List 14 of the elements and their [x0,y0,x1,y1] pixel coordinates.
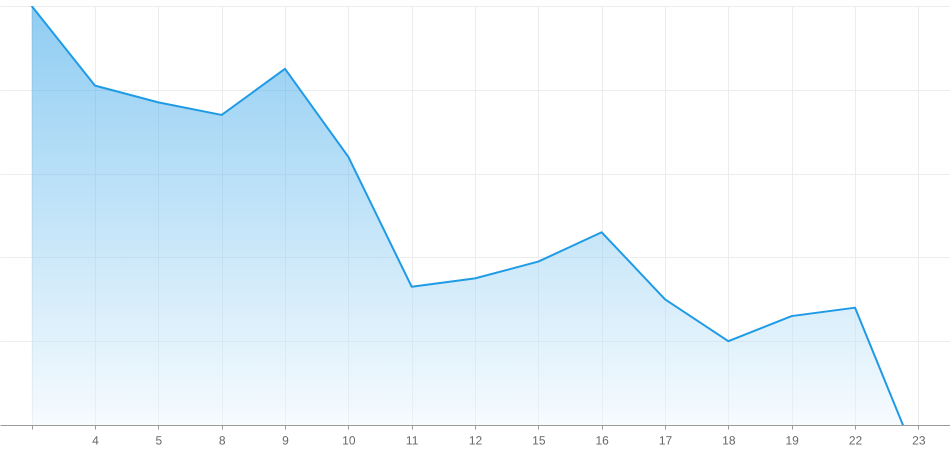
x-tick-label: 8 [218,434,226,448]
x-tick-label: 9 [282,434,290,448]
x-tick-label: 15 [532,434,546,448]
x-tick-label: 16 [595,434,610,448]
x-tick-label: 18 [722,434,736,448]
x-tick-label: 4 [92,434,100,448]
x-tick-label: 17 [658,434,672,448]
x-tick-label: 19 [785,434,800,448]
x-tick-label: 11 [406,434,419,448]
x-tick-label: 22 [848,434,862,448]
x-tick-label: 12 [468,434,482,448]
x-tick-label: 10 [342,434,356,448]
x-tick-label: 23 [912,434,926,448]
x-tick-label: 5 [155,434,162,448]
